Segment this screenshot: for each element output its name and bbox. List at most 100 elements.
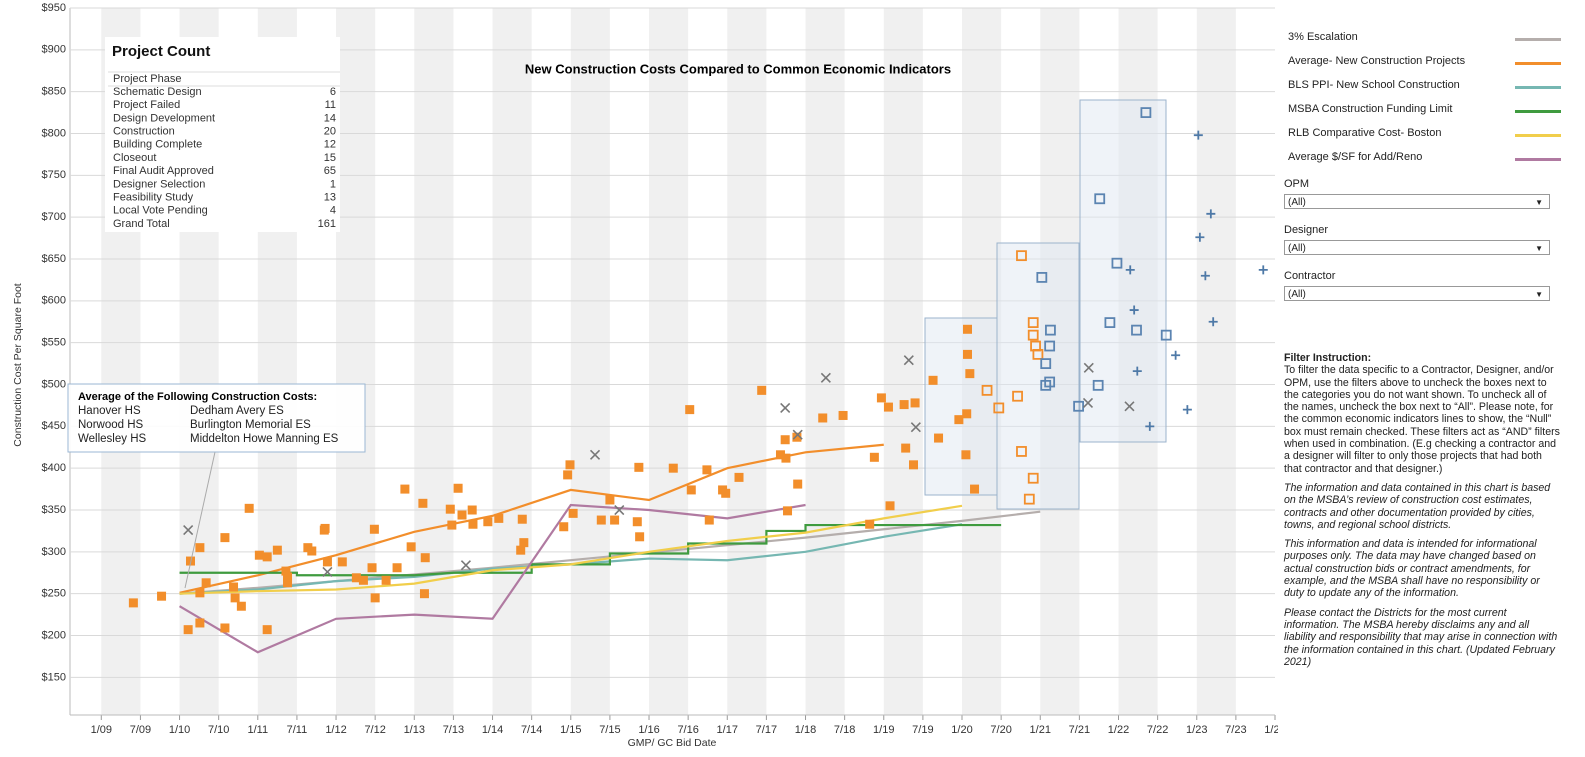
legend-item: Average- New Construction Projects	[1288, 55, 1573, 71]
annotation-box	[67, 383, 366, 453]
point	[981, 384, 993, 396]
point	[370, 593, 380, 603]
point	[635, 532, 645, 542]
phase-count: 13	[324, 192, 336, 204]
point	[993, 402, 1005, 414]
legend-item: MSBA Construction Funding Limit	[1288, 103, 1573, 119]
point	[1193, 130, 1203, 140]
x-tick-label: 1/20	[951, 724, 972, 736]
point	[322, 566, 333, 577]
point	[1073, 400, 1085, 412]
point	[244, 503, 254, 513]
point	[793, 479, 803, 489]
annotation-title: Average of the Following Construction Co…	[78, 391, 317, 403]
point	[516, 545, 526, 555]
x-tick-label: 1/17	[717, 724, 738, 736]
filter-dropdown[interactable]: (All) ▼	[1284, 240, 1550, 255]
point	[910, 398, 920, 408]
point	[1140, 107, 1152, 118]
annotation-item: Dedham Avery ES	[190, 405, 284, 417]
chart-title: New Construction Costs Compared to Commo…	[525, 61, 951, 76]
point	[369, 524, 379, 534]
point	[614, 504, 625, 516]
x-tick-label: 1/21	[1030, 724, 1051, 736]
point	[1016, 446, 1027, 457]
point	[1145, 421, 1155, 431]
point	[1200, 271, 1210, 281]
filter-dropdown[interactable]: (All) ▼	[1284, 194, 1550, 209]
legend-swatch	[1515, 158, 1561, 161]
x-tick-label: 1/22	[1108, 724, 1129, 736]
point	[563, 470, 573, 480]
instruction-paragraph: To filter the data specific to a Contrac…	[1284, 364, 1560, 475]
phase-name: Design Development	[113, 112, 215, 124]
band	[336, 8, 376, 715]
x-tick-label: 1/15	[560, 724, 581, 736]
x-tick-label: 7/18	[834, 724, 855, 736]
x-tick-label: 7/17	[756, 724, 777, 736]
band	[570, 8, 610, 715]
point	[721, 488, 731, 498]
instruction-paragraph: This information and data is intended fo…	[1284, 538, 1540, 600]
point	[183, 625, 193, 635]
point	[229, 582, 239, 592]
point	[757, 385, 767, 395]
legend-item: BLS PPI- New School Construction	[1288, 79, 1573, 95]
point	[230, 593, 240, 603]
point	[1045, 324, 1056, 336]
point	[262, 625, 272, 635]
point	[883, 402, 893, 412]
point	[903, 355, 914, 366]
point	[337, 557, 347, 567]
point	[358, 575, 368, 585]
y-tick-label: $600	[42, 295, 66, 307]
point	[381, 575, 391, 585]
phase-name: Designer Selection	[113, 178, 205, 190]
point	[780, 402, 791, 414]
x-tick-label: 7/14	[521, 724, 542, 736]
point	[128, 598, 138, 608]
point	[367, 563, 377, 573]
point	[1124, 401, 1135, 412]
phase-count: 15	[324, 152, 336, 164]
x-tick-label: 1/14	[482, 724, 503, 736]
point	[262, 552, 272, 562]
annotation-item: Burlington Memorial ES	[190, 419, 311, 431]
phase-name: Building Complete	[113, 139, 202, 151]
point	[885, 501, 895, 511]
legend-label: BLS PPI- New School Construction	[1288, 79, 1460, 91]
phase-name: Construction	[113, 126, 175, 138]
legend-swatch	[1515, 86, 1561, 89]
point	[467, 505, 477, 515]
y-tick-label: $300	[42, 546, 66, 558]
y-tick-label: $650	[42, 253, 66, 265]
instruction-paragraph: Please contact the Districts for the mos…	[1284, 606, 1558, 668]
point	[775, 450, 785, 460]
point	[420, 553, 430, 563]
instruction-paragraph: The information and data contained in th…	[1284, 481, 1551, 531]
point	[610, 515, 620, 525]
point	[1083, 362, 1094, 373]
project-count-header: Project Phase	[113, 73, 181, 85]
x-tick-label: 1/12	[325, 724, 346, 736]
point	[1016, 250, 1027, 262]
y-tick-label: $950	[42, 2, 66, 14]
point	[157, 591, 167, 601]
legend-swatch	[1515, 62, 1561, 65]
filter-value: (All)	[1288, 197, 1306, 208]
dropdown-arrow: ▼	[1535, 290, 1543, 299]
point	[910, 422, 921, 433]
point	[704, 515, 714, 525]
point	[876, 393, 886, 403]
phase-name: Local Vote Pending	[113, 205, 208, 217]
filter-dropdown[interactable]: (All) ▼	[1284, 286, 1550, 301]
point	[307, 546, 317, 556]
point	[447, 520, 457, 530]
project-count-title: Project Count	[112, 43, 210, 60]
point	[1032, 348, 1044, 360]
point	[928, 375, 938, 385]
point	[792, 432, 802, 442]
point	[272, 545, 282, 555]
highlight-box	[924, 317, 998, 496]
point	[589, 449, 601, 460]
